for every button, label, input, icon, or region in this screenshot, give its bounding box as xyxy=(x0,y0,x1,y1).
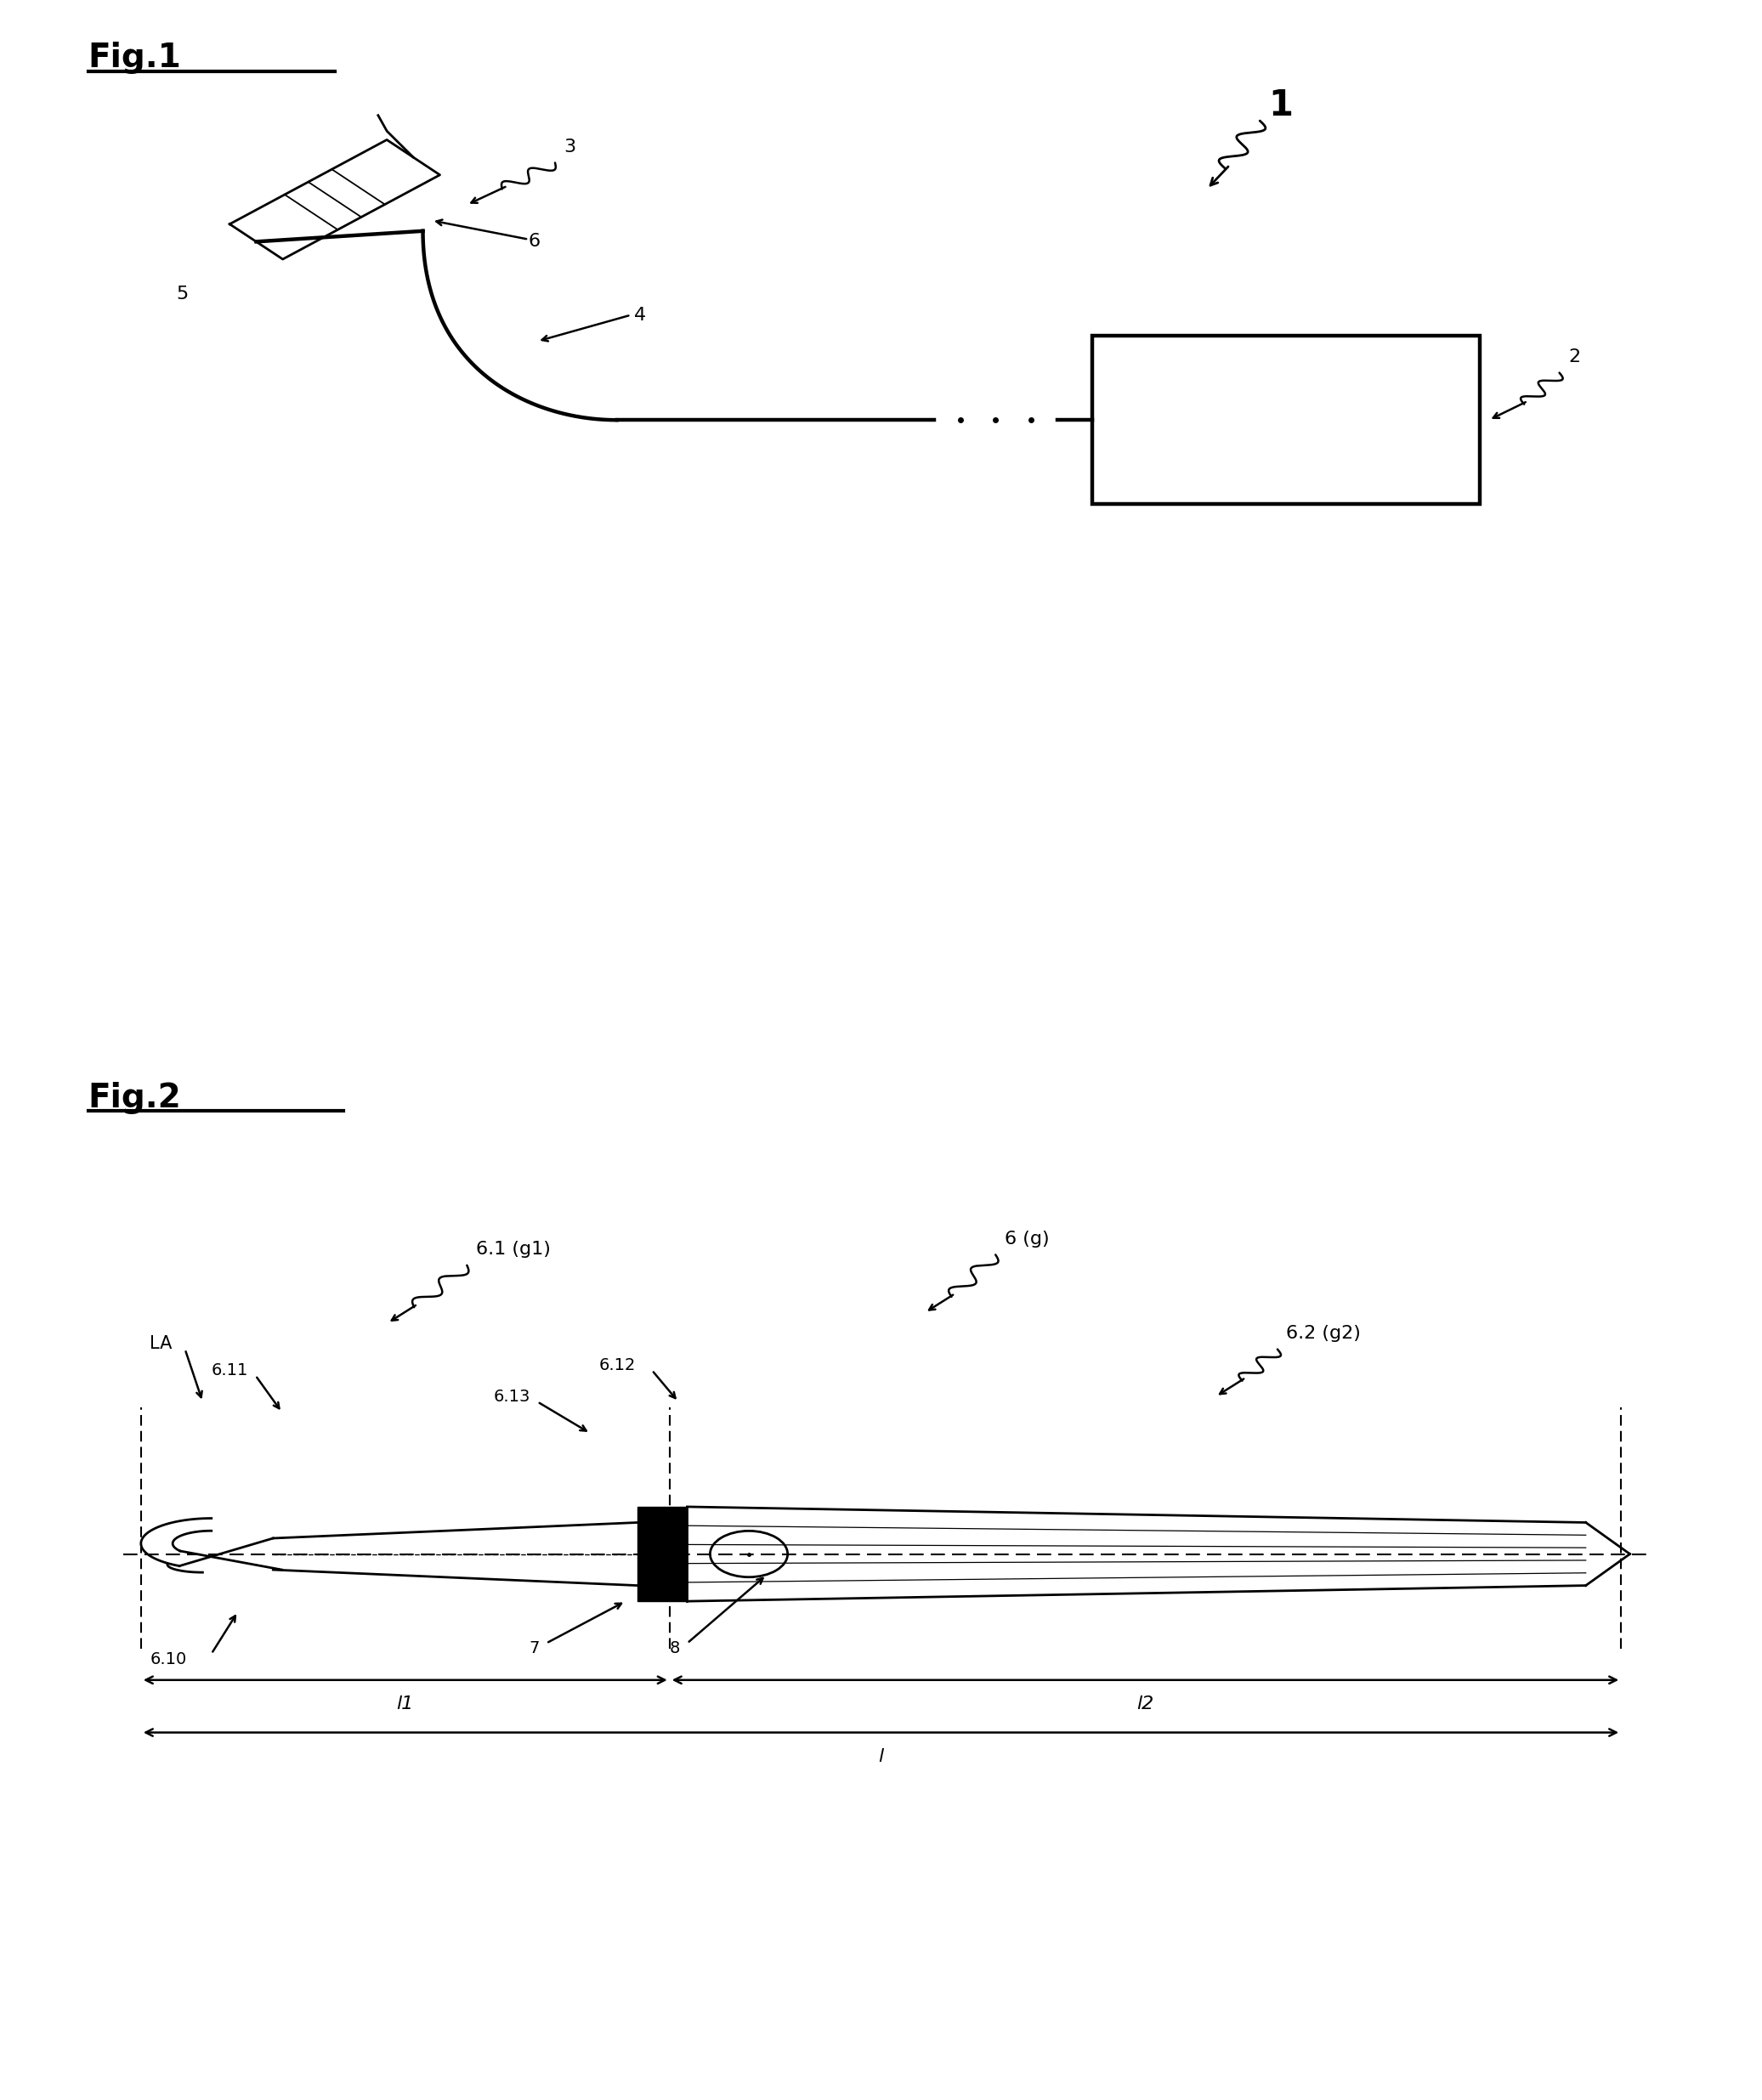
Text: l1: l1 xyxy=(396,1697,414,1714)
Text: 3: 3 xyxy=(564,139,576,155)
Text: 6: 6 xyxy=(529,233,541,250)
Text: Fig.1: Fig.1 xyxy=(88,42,181,74)
Text: Fig.2: Fig.2 xyxy=(88,1082,181,1113)
Text: 6 (g): 6 (g) xyxy=(1004,1231,1048,1247)
Text: 7: 7 xyxy=(529,1640,539,1657)
Bar xyxy=(638,1508,687,1600)
Text: 2: 2 xyxy=(1568,349,1581,365)
Text: 6.13: 6.13 xyxy=(493,1388,530,1405)
Text: 6.10: 6.10 xyxy=(150,1651,187,1667)
Bar xyxy=(1092,336,1480,504)
Text: l2: l2 xyxy=(1136,1697,1154,1714)
Text: 1: 1 xyxy=(1269,88,1293,122)
Text: 6.1 (g1): 6.1 (g1) xyxy=(476,1241,550,1258)
Text: 6.11: 6.11 xyxy=(211,1363,248,1378)
Text: 6.12: 6.12 xyxy=(599,1357,636,1373)
Text: LA: LA xyxy=(150,1336,173,1352)
Text: l: l xyxy=(879,1747,883,1766)
Text: 6.2 (g2): 6.2 (g2) xyxy=(1286,1325,1360,1342)
Text: 8: 8 xyxy=(670,1640,680,1657)
Text: 4: 4 xyxy=(634,307,647,323)
Text: 5: 5 xyxy=(176,286,189,302)
Circle shape xyxy=(710,1531,788,1577)
